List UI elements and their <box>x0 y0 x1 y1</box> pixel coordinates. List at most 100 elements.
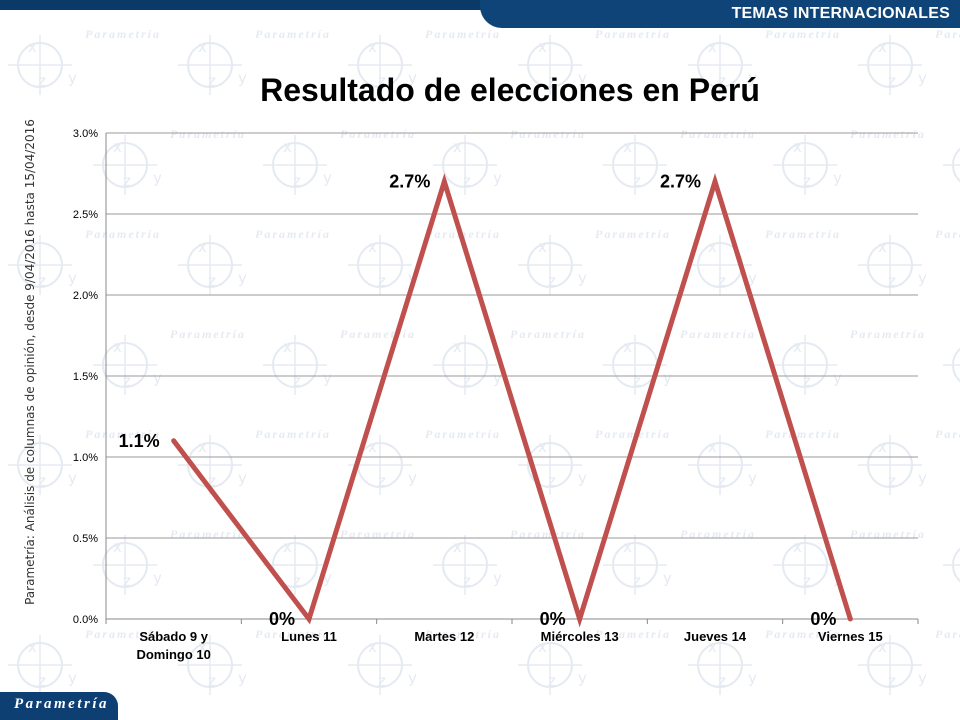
watermark-glyph: y <box>323 169 332 187</box>
watermark-glyph: z <box>803 572 811 590</box>
watermark-text: Parametría <box>595 627 671 641</box>
watermark-glyph: x <box>538 238 547 256</box>
watermark-glyph: z <box>633 572 641 590</box>
data-label: 2.7% <box>389 172 430 192</box>
watermark-glyph: z <box>123 572 131 590</box>
watermark-glyph: z <box>718 672 726 690</box>
brand-logo: Parametría <box>0 692 118 720</box>
watermark-glyph: x <box>538 638 547 656</box>
watermark-glyph: x <box>198 438 207 456</box>
watermark-glyph: y <box>408 469 417 487</box>
watermark-glyph: z <box>718 472 726 490</box>
watermark-text: Parametría <box>680 327 756 341</box>
watermark-glyph: z <box>888 272 896 290</box>
watermark-text: Parametría <box>85 227 161 241</box>
watermark-text: Parametría <box>765 627 841 641</box>
watermark-glyph: z <box>888 672 896 690</box>
watermark-glyph: x <box>878 438 887 456</box>
watermark-glyph: z <box>208 272 216 290</box>
watermark-glyph: y <box>663 369 672 387</box>
watermark-text: Parametría <box>425 427 501 441</box>
watermark-glyph: y <box>578 669 587 687</box>
watermark-glyph: z <box>803 372 811 390</box>
data-point <box>171 438 177 444</box>
watermark-text: Parametría <box>510 127 586 141</box>
watermark-glyph: z <box>293 572 301 590</box>
y-tick-label: 3.0% <box>73 128 98 140</box>
watermark-text: Parametría <box>255 427 331 441</box>
watermark-glyph: x <box>198 638 207 656</box>
x-tick-label: Martes 12 <box>414 629 474 644</box>
watermark-glyph: x <box>623 538 632 556</box>
watermark-glyph: z <box>463 372 471 390</box>
watermark-glyph: x <box>878 38 887 56</box>
watermark-glyph: z <box>803 172 811 190</box>
data-label: 1.1% <box>119 431 160 451</box>
header-tab <box>480 0 960 28</box>
watermark-glyph: z <box>208 672 216 690</box>
data-label: 0% <box>269 609 295 629</box>
watermark-glyph: z <box>548 272 556 290</box>
watermark-glyph: z <box>378 672 386 690</box>
y-tick-label: 0.0% <box>73 614 98 626</box>
watermark-glyph: y <box>748 269 757 287</box>
watermark-glyph: y <box>68 469 77 487</box>
y-tick-label: 1.0% <box>73 452 98 464</box>
watermark-glyph: y <box>493 169 502 187</box>
watermark-glyph: z <box>548 472 556 490</box>
watermark-glyph: y <box>493 569 502 587</box>
watermark-glyph: y <box>238 669 247 687</box>
watermark-glyph: z <box>378 72 386 90</box>
data-point <box>306 616 312 622</box>
watermark-glyph: z <box>208 472 216 490</box>
watermark-glyph: z <box>123 372 131 390</box>
brand-name: Parametría <box>14 696 109 712</box>
watermark-text: Parametría <box>935 27 960 41</box>
watermark-text: Parametría <box>680 127 756 141</box>
x-tick-label-line: Lunes 11 <box>281 629 337 644</box>
x-tick-label-line: Viernes 15 <box>818 629 883 644</box>
watermark-glyph: x <box>368 238 377 256</box>
watermark-text: Parametría <box>510 327 586 341</box>
watermark-glyph: x <box>198 38 207 56</box>
watermark-glyph: z <box>548 72 556 90</box>
data-point <box>847 616 853 622</box>
header-bar: TEMAS INTERNACIONALES <box>0 0 960 34</box>
watermark-glyph: z <box>208 72 216 90</box>
watermark-glyph: y <box>408 69 417 87</box>
watermark-glyph: x <box>538 38 547 56</box>
watermark-glyph: x <box>28 438 37 456</box>
x-tick-label-line: Jueves 14 <box>684 629 747 644</box>
x-tick-label: Jueves 14 <box>684 629 747 644</box>
watermark-glyph: y <box>238 269 247 287</box>
watermark-glyph: z <box>718 272 726 290</box>
x-tick-label-line: Martes 12 <box>414 629 474 644</box>
watermark-text: Parametría <box>765 27 841 41</box>
x-tick-label: Miércoles 13 <box>541 629 619 644</box>
watermark-glyph: z <box>888 72 896 90</box>
data-label: 0% <box>540 609 566 629</box>
data-label: 0% <box>810 609 836 629</box>
series-line <box>171 173 853 628</box>
watermark-glyph: y <box>918 469 927 487</box>
section-label: TEMAS INTERNACIONALES <box>731 5 950 22</box>
watermark-glyph: z <box>633 372 641 390</box>
watermark-glyph: y <box>748 669 757 687</box>
chart-title: Resultado de elecciones en Perú <box>260 72 760 108</box>
